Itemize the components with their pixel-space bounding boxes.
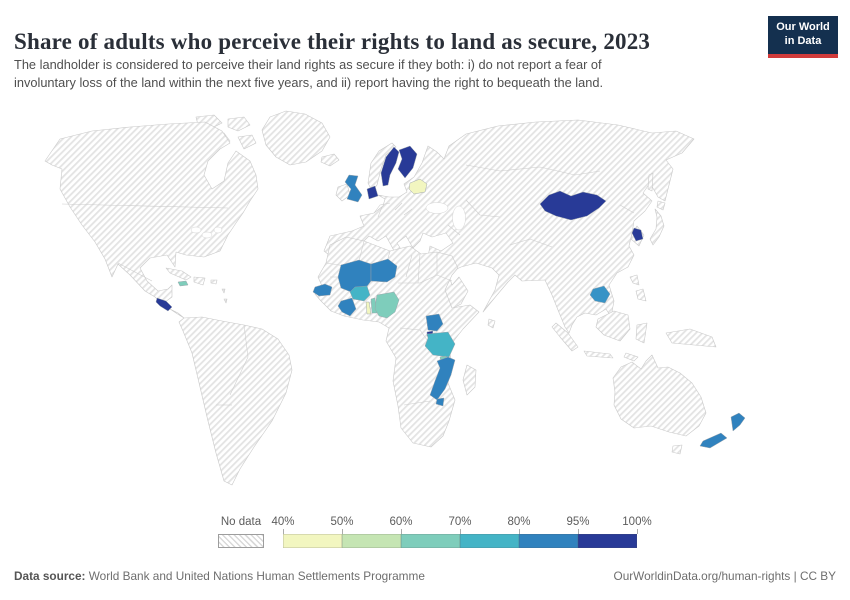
landmass-sri-lanka[interactable] xyxy=(487,318,496,329)
legend-bin-50-60%[interactable] xyxy=(342,534,401,548)
landmass-new-guinea[interactable] xyxy=(665,328,717,348)
chart-subtitle: The landholder is considered to perceive… xyxy=(14,56,744,92)
country-new-zealand[interactable] xyxy=(699,412,746,449)
subtitle-line-1: The landholder is considered to perceive… xyxy=(14,57,602,72)
landmass-tasmania[interactable] xyxy=(671,444,683,455)
country-united-kingdom[interactable] xyxy=(344,174,363,203)
legend-tick-mark xyxy=(637,529,638,534)
lake-great-lakes-east xyxy=(213,226,223,234)
country-uganda[interactable] xyxy=(425,313,444,332)
country-niger[interactable] xyxy=(370,258,398,283)
country-south-korea[interactable] xyxy=(631,227,644,242)
landmass-japan[interactable] xyxy=(649,200,666,246)
legend-bin-95-100%[interactable] xyxy=(578,534,637,548)
country-belarus[interactable] xyxy=(408,178,428,195)
subtitle-line-2: involuntary loss of the land within the … xyxy=(14,75,604,90)
legend-tick-labels: 40% 50% 60% 70% 80% 95% 100% xyxy=(0,516,850,534)
legend-tick-mark xyxy=(460,529,461,534)
legend-tick-mark xyxy=(578,529,579,534)
caspian-sea xyxy=(452,205,466,231)
datasource-label: Data source: xyxy=(14,569,86,583)
legend-no-data-label: No data xyxy=(220,516,262,528)
datasource-value: World Bank and United Nations Human Sett… xyxy=(85,569,425,583)
landmass-philippines[interactable] xyxy=(629,274,647,302)
legend-tick-mark xyxy=(519,529,520,534)
landmass-madagascar[interactable] xyxy=(462,364,477,396)
country-eswatini[interactable] xyxy=(435,397,445,407)
country-borders xyxy=(61,164,635,406)
country-cambodia[interactable] xyxy=(589,285,611,304)
footer-credit[interactable]: OurWorldinData.org/human-rights | CC BY xyxy=(613,569,836,583)
logo-line-1: Our World xyxy=(776,21,830,33)
footer-datasource: Data source: World Bank and United Natio… xyxy=(14,569,425,583)
logo-line-2: in Data xyxy=(784,35,822,47)
country-senegal[interactable] xyxy=(312,283,333,297)
black-sea xyxy=(425,202,449,214)
landmass-iceland[interactable] xyxy=(320,153,340,167)
legend-tick-mark xyxy=(401,529,402,534)
legend-bin-80-95%[interactable] xyxy=(519,534,578,548)
landmass-indonesia[interactable] xyxy=(551,310,648,362)
country-burkina-faso[interactable] xyxy=(349,285,371,302)
landmass-sakhalin[interactable] xyxy=(647,172,654,192)
legend-tick-label-40%: 40% xyxy=(271,516,295,528)
country-jamaica[interactable] xyxy=(177,280,189,287)
legend-bin-40-50%[interactable] xyxy=(283,534,342,548)
landmass-hispaniola[interactable] xyxy=(193,276,218,286)
landmass-cuba[interactable] xyxy=(165,267,192,281)
lake-great-lakes-mid xyxy=(201,231,213,239)
legend-tick-label-100%: 100% xyxy=(622,516,652,528)
legend-tick-mark xyxy=(283,529,284,534)
country-finland[interactable] xyxy=(397,145,418,179)
country-mongolia[interactable] xyxy=(539,190,607,221)
page-title: Share of adults who perceive their right… xyxy=(14,29,651,55)
country-costa-rica[interactable] xyxy=(155,297,173,312)
country-cote-divoire[interactable] xyxy=(337,297,357,317)
landmass-africa[interactable] xyxy=(314,236,480,448)
legend-no-data-swatch[interactable] xyxy=(218,534,264,548)
legend-tick-label-80%: 80% xyxy=(507,516,531,528)
landmass-greenland[interactable] xyxy=(261,110,331,166)
country-tanzania[interactable] xyxy=(424,331,456,358)
country-sweden[interactable] xyxy=(380,146,400,187)
world-choropleth-map xyxy=(44,110,746,486)
landmass-ireland[interactable] xyxy=(335,183,351,202)
legend-tick-label-60%: 60% xyxy=(389,516,413,528)
legend-tick-label-50%: 50% xyxy=(330,516,354,528)
owid-logo[interactable]: Our World in Data xyxy=(768,16,838,58)
country-nigeria[interactable] xyxy=(374,291,400,319)
lake-great-lakes-west xyxy=(190,226,202,234)
landmass-lesser-antilles[interactable] xyxy=(221,288,228,304)
legend-tick-mark xyxy=(342,529,343,534)
landmass-australia[interactable] xyxy=(612,354,707,437)
country-netherlands[interactable] xyxy=(366,185,379,200)
landmass-south-america[interactable] xyxy=(178,316,293,486)
legend-color-bar xyxy=(283,534,637,548)
country-togo[interactable] xyxy=(365,301,372,315)
country-mozambique[interactable] xyxy=(429,356,456,401)
legend-bin-70-80%[interactable] xyxy=(460,534,519,548)
legend-tick-label-70%: 70% xyxy=(448,516,472,528)
legend-bin-60-70%[interactable] xyxy=(401,534,460,548)
landmass-north-america[interactable] xyxy=(44,121,259,319)
legend-tick-label-95%: 95% xyxy=(566,516,590,528)
